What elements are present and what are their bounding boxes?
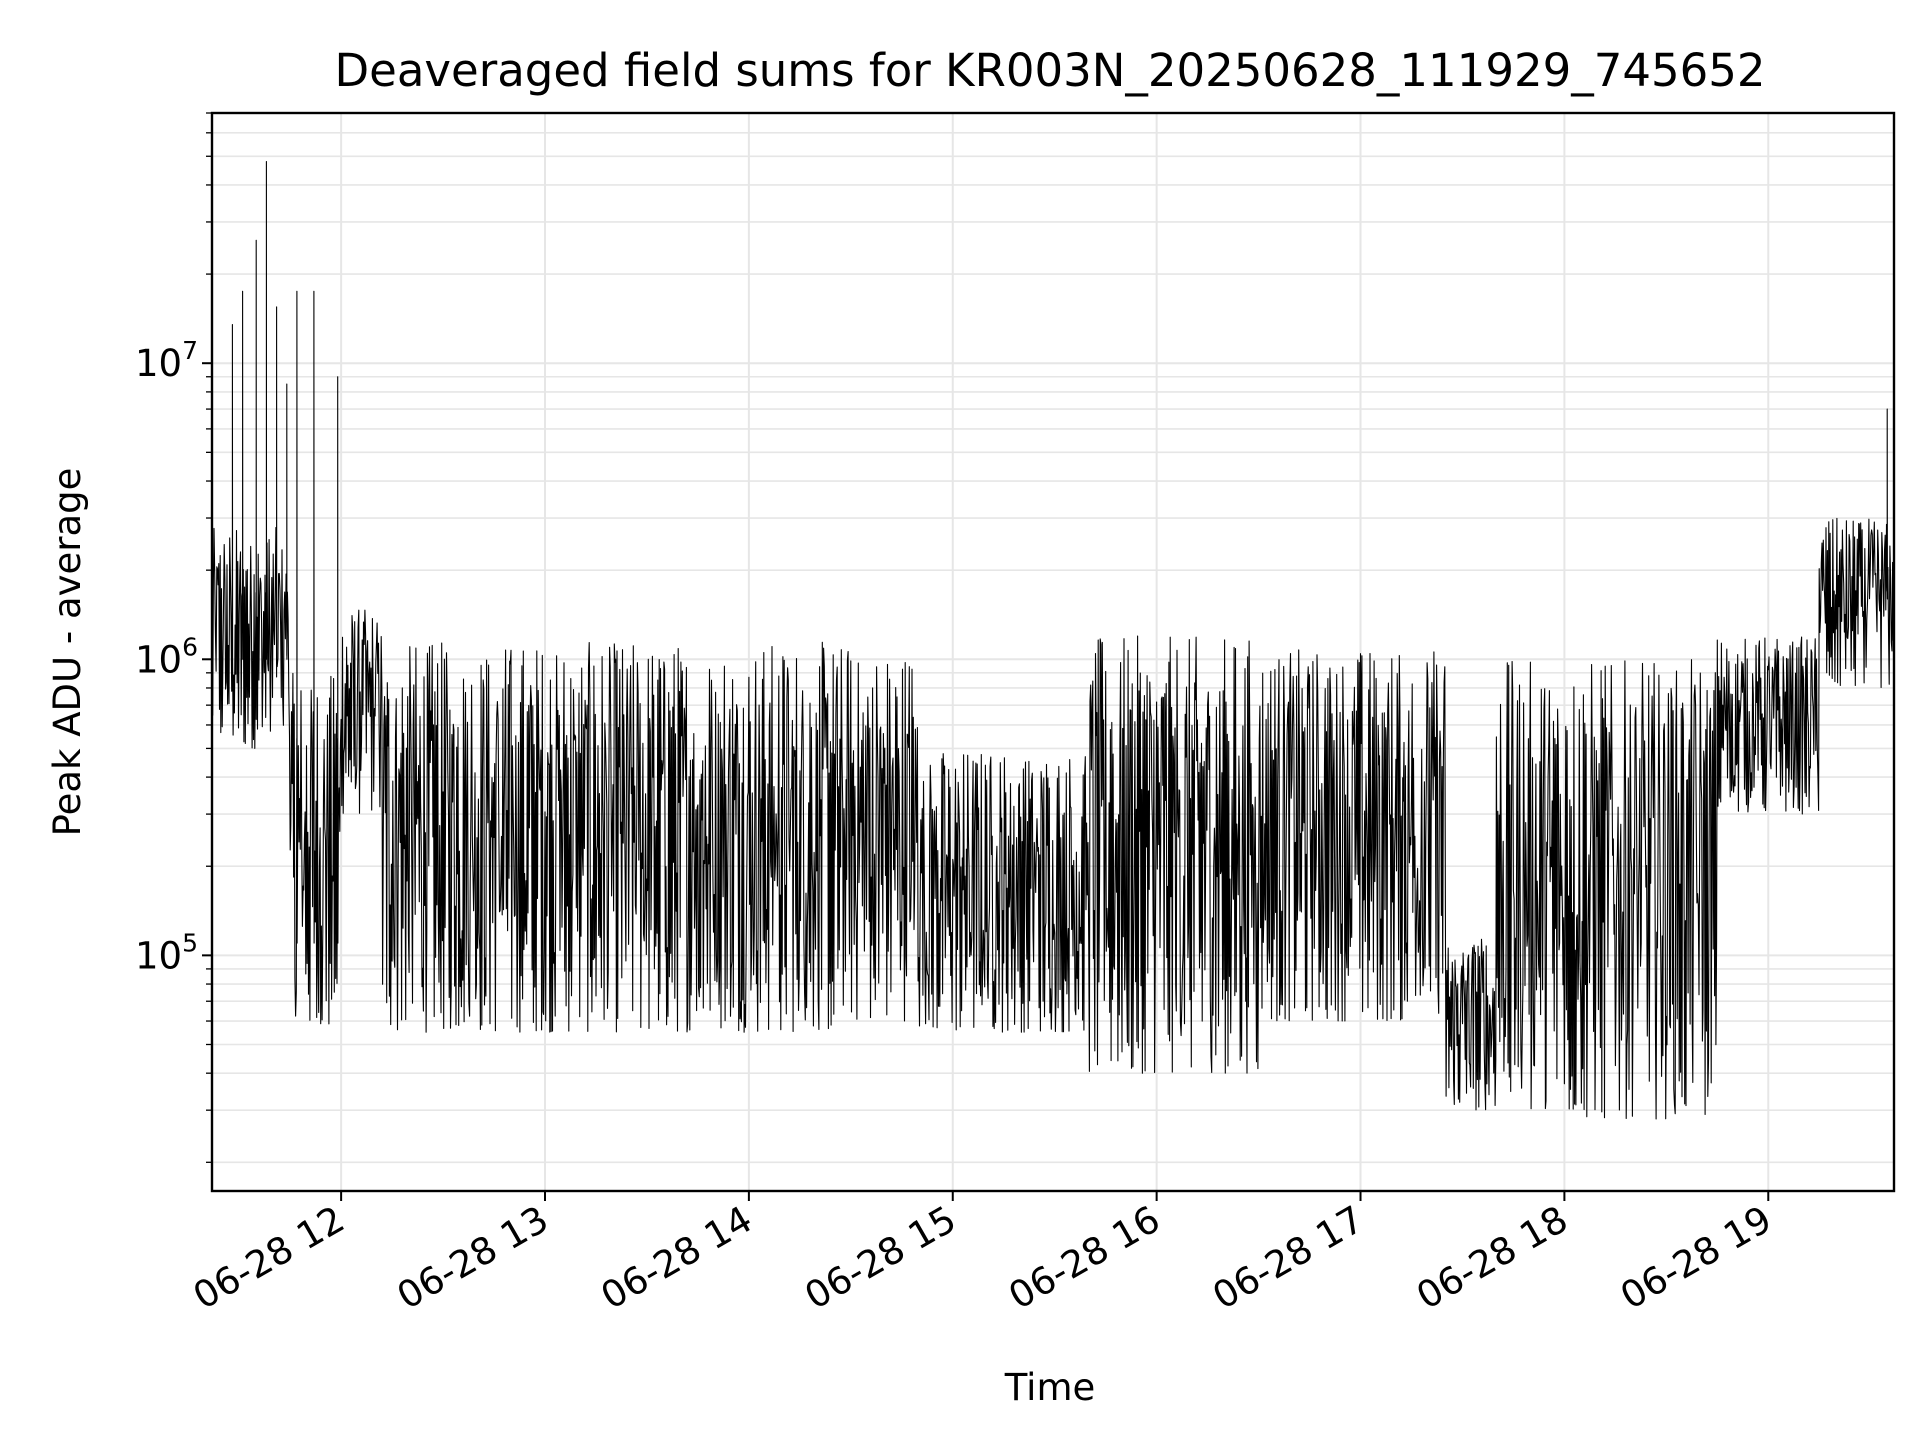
x-tick-label: 06-28 17 (1205, 1198, 1371, 1318)
axes-frame (210, 111, 1896, 1193)
x-tick-label: 06-28 13 (390, 1198, 556, 1318)
x-axis-label: Time (1004, 1366, 1096, 1409)
y-axis-label: Peak ADU - average (46, 468, 89, 837)
x-tick-label: 06-28 12 (186, 1198, 352, 1318)
x-tick-label: 06-28 19 (1613, 1198, 1779, 1318)
x-tick-label: 06-28 18 (1409, 1198, 1575, 1318)
x-tick-label: 06-28 14 (594, 1198, 760, 1318)
grid (212, 112, 1894, 1191)
chart-title: Deaveraged field sums for KR003N_2025062… (335, 44, 1766, 97)
x-tick-label: 06-28 15 (798, 1198, 964, 1318)
x-tick-label: 06-28 16 (1002, 1198, 1168, 1318)
y-tick-label: 105 (135, 928, 198, 977)
series-line (211, 160, 1894, 1120)
y-tick-label: 107 (135, 336, 198, 385)
plot-area (211, 160, 1894, 1120)
y-tick-label: 106 (135, 632, 198, 681)
